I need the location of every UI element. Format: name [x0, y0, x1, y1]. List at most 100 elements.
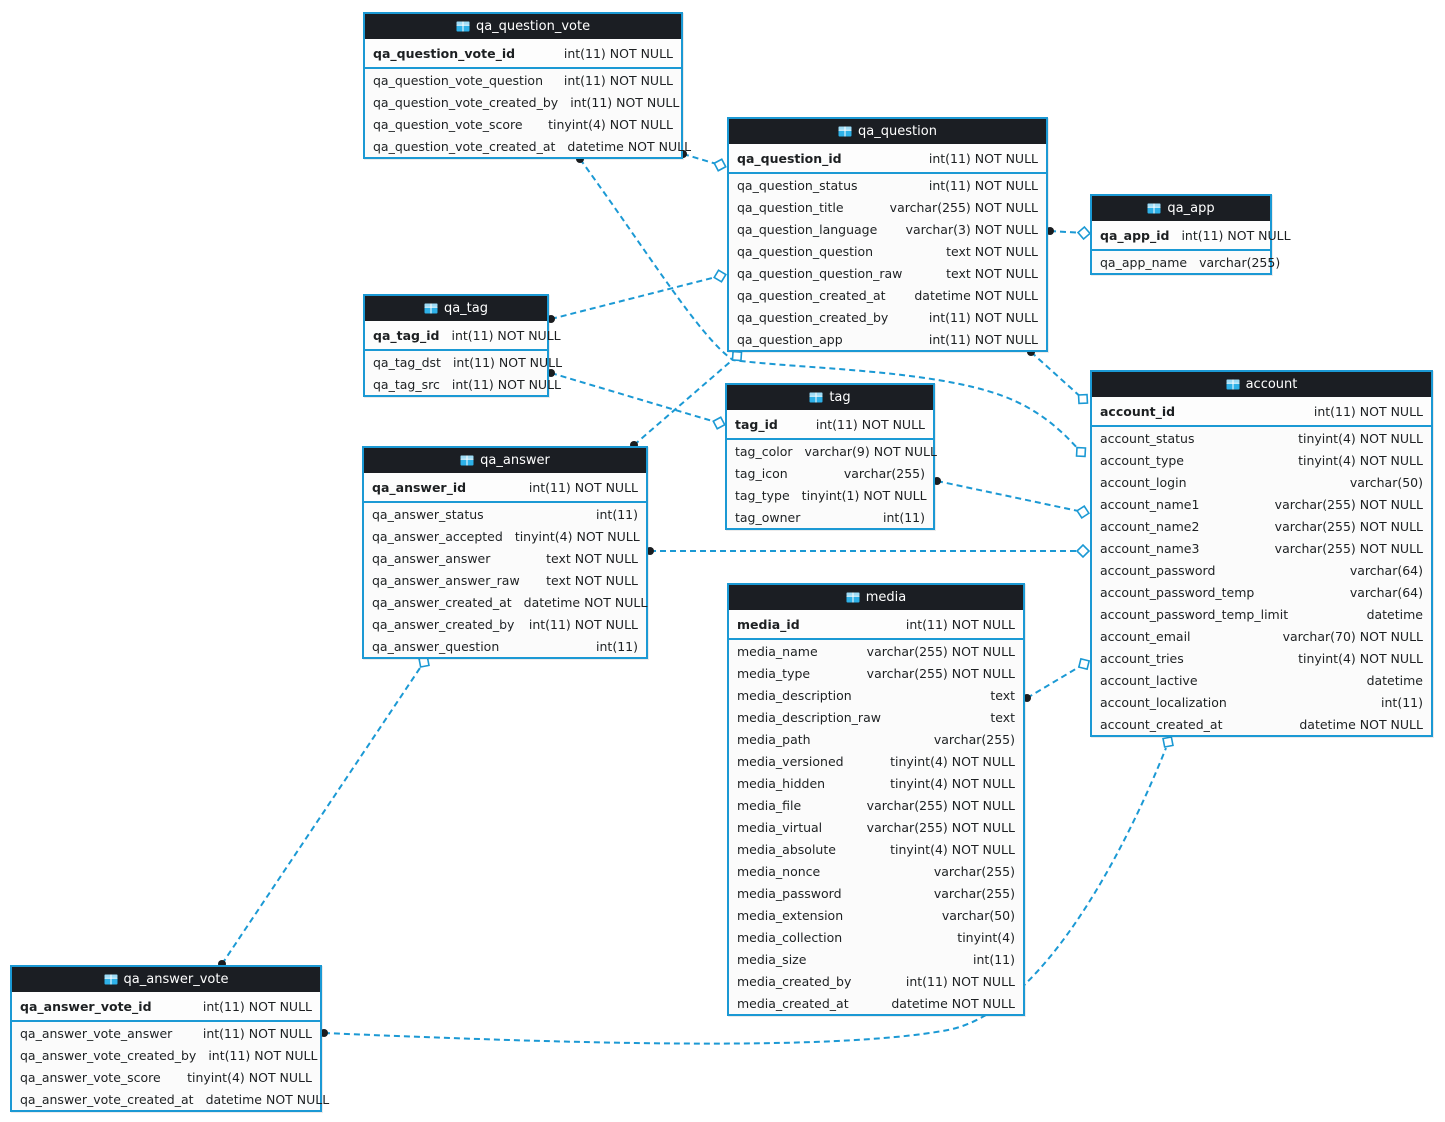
table-name: media: [865, 590, 907, 605]
relationship-tag-to-account: [933, 477, 1090, 519]
field-name: qa_question_question_raw: [737, 265, 903, 281]
relationship-line: [323, 747, 1167, 1045]
relationship-qa_answer-to-account: [646, 543, 1091, 559]
field-type: datetime NOT NULL: [891, 995, 1015, 1011]
field-type: varchar(64): [1349, 562, 1423, 578]
field-name: media_virtual: [737, 819, 823, 835]
table-icon: [809, 392, 823, 403]
field-name: media_file: [737, 797, 802, 813]
table-tag[interactable]: tag tag_id int(11) NOT NULL tag_color varcha…: [725, 383, 937, 530]
fk-dot: [547, 315, 555, 323]
table-qa_app[interactable]: qa_app qa_app_id int(11) NOT NULL qa_app_na…: [1090, 194, 1291, 275]
field-name: account_name3: [1100, 540, 1200, 556]
table-qa_question[interactable]: qa_question qa_question_id int(11) NOT NUL…: [727, 117, 1048, 352]
field-row: tag_color varchar(9) NOT NULL: [727, 440, 937, 462]
field-name: qa_question_status: [737, 177, 858, 193]
primary-key-row: account_id int(11) NOT NULL: [1092, 397, 1431, 427]
field-name: qa_answer_status: [372, 506, 484, 522]
table-header[interactable]: qa_question_vote: [365, 14, 681, 39]
relationship-line: [579, 158, 1081, 452]
table-qa_answer_vote[interactable]: qa_answer_vote qa_answer_vote_id int(11) N…: [10, 965, 329, 1112]
field-row: qa_question_vote_created_by int(11) NOT N…: [365, 91, 681, 113]
field-type: int(11) NOT NULL: [1313, 403, 1423, 419]
field-row: qa_question_language varchar(3) NOT NULL: [729, 218, 1046, 240]
table-header[interactable]: tag: [727, 385, 933, 410]
field-type: text: [990, 709, 1015, 725]
field-name: account_tries: [1100, 650, 1184, 666]
table-icon: [1226, 379, 1240, 390]
field-type: int(11): [883, 509, 925, 525]
field-type: varchar(70) NOT NULL: [1282, 628, 1423, 644]
table-media[interactable]: media media_id int(11) NOT NULL media_name v…: [727, 583, 1025, 1016]
field-name: qa_question_vote_question: [373, 72, 543, 88]
field-type: int(11) NOT NULL: [202, 1025, 312, 1041]
field-type: int(11) NOT NULL: [202, 998, 312, 1014]
field-name: qa_answer_vote_answer: [20, 1025, 173, 1041]
field-row: qa_question_question_raw text NOT NULL: [729, 262, 1046, 284]
field-row: account_password varchar(64): [1092, 559, 1431, 581]
table-qa_question_vote[interactable]: qa_question_vote qa_question_vote_id int(1…: [363, 12, 691, 159]
field-type: int(11): [973, 951, 1015, 967]
fk-dot: [646, 547, 654, 555]
table-header[interactable]: account: [1092, 372, 1431, 397]
field-type: varchar(255): [843, 465, 925, 481]
field-name: account_password_temp_limit: [1100, 606, 1289, 622]
table-header[interactable]: qa_answer_vote: [12, 967, 320, 992]
field-type: varchar(255): [933, 863, 1015, 879]
field-name: qa_question_created_at: [737, 287, 886, 303]
table-header[interactable]: qa_tag: [365, 296, 547, 321]
field-row: media_password varchar(255): [729, 882, 1023, 904]
table-header[interactable]: media: [729, 585, 1023, 610]
field-type: int(11) NOT NULL: [928, 331, 1038, 347]
field-row: qa_tag_dst int(11) NOT NULL: [365, 351, 562, 373]
table-icon: [424, 303, 438, 314]
relationship-line: [1026, 663, 1085, 699]
ref-diamond: [1076, 225, 1092, 241]
field-name: tag_owner: [735, 509, 801, 525]
field-type: varchar(255): [933, 731, 1015, 747]
primary-key-row: tag_id int(11) NOT NULL: [727, 410, 933, 440]
field-type: varchar(255) NOT NULL: [1274, 540, 1423, 556]
field-type: int(11) NOT NULL: [451, 376, 561, 392]
table-account[interactable]: account account_id int(11) NOT NULL account…: [1090, 370, 1433, 737]
field-row: media_size int(11): [729, 948, 1023, 970]
field-row: media_absolute tinyint(4) NOT NULL: [729, 838, 1023, 860]
table-header[interactable]: qa_question: [729, 119, 1046, 144]
field-name: tag_type: [735, 487, 790, 503]
field-type: datetime NOT NULL: [914, 287, 1038, 303]
field-type: tinyint(4) NOT NULL: [890, 841, 1015, 857]
table-name: qa_answer_vote: [123, 972, 229, 987]
field-type: varchar(64): [1349, 584, 1423, 600]
primary-key-row: qa_question_vote_id int(11) NOT NULL: [365, 39, 681, 69]
field-type: varchar(50): [941, 907, 1015, 923]
ref-diamond: [1075, 446, 1087, 458]
field-name: tag_icon: [735, 465, 788, 481]
field-type: datetime: [1366, 672, 1423, 688]
primary-key-row: qa_tag_id int(11) NOT NULL: [365, 321, 561, 351]
field-row: media_file varchar(255) NOT NULL: [729, 794, 1023, 816]
field-type: varchar(50): [1349, 474, 1423, 490]
table-icon: [1147, 203, 1161, 214]
field-name: media_absolute: [737, 841, 836, 857]
field-type: datetime NOT NULL: [1299, 716, 1423, 732]
table-header[interactable]: qa_answer: [364, 448, 646, 473]
ref-diamond: [713, 269, 727, 283]
field-row: media_name varchar(255) NOT NULL: [729, 640, 1023, 662]
field-name: account_status: [1100, 430, 1195, 446]
table-qa_answer[interactable]: qa_answer qa_answer_id int(11) NOT NULL qa_…: [362, 446, 648, 659]
table-qa_tag[interactable]: qa_tag qa_tag_id int(11) NOT NULL qa_tag_ds…: [363, 294, 562, 397]
field-type: text NOT NULL: [546, 550, 638, 566]
field-type: tinyint(1) NOT NULL: [801, 487, 927, 503]
field-type: datetime NOT NULL: [523, 594, 648, 610]
field-name: qa_answer_created_at: [372, 594, 512, 610]
field-name: media_size: [737, 951, 807, 967]
field-row: account_name3 varchar(255) NOT NULL: [1092, 537, 1431, 559]
field-row: qa_question_app int(11) NOT NULL: [729, 328, 1046, 350]
table-header[interactable]: qa_app: [1092, 196, 1270, 221]
field-name: qa_answer_id: [372, 479, 467, 495]
field-name: media_name: [737, 643, 818, 659]
field-type: int(11): [596, 506, 638, 522]
field-row: qa_answer_status int(11): [364, 503, 646, 525]
field-row: account_login varchar(50): [1092, 471, 1431, 493]
field-name: media_description_raw: [737, 709, 881, 725]
